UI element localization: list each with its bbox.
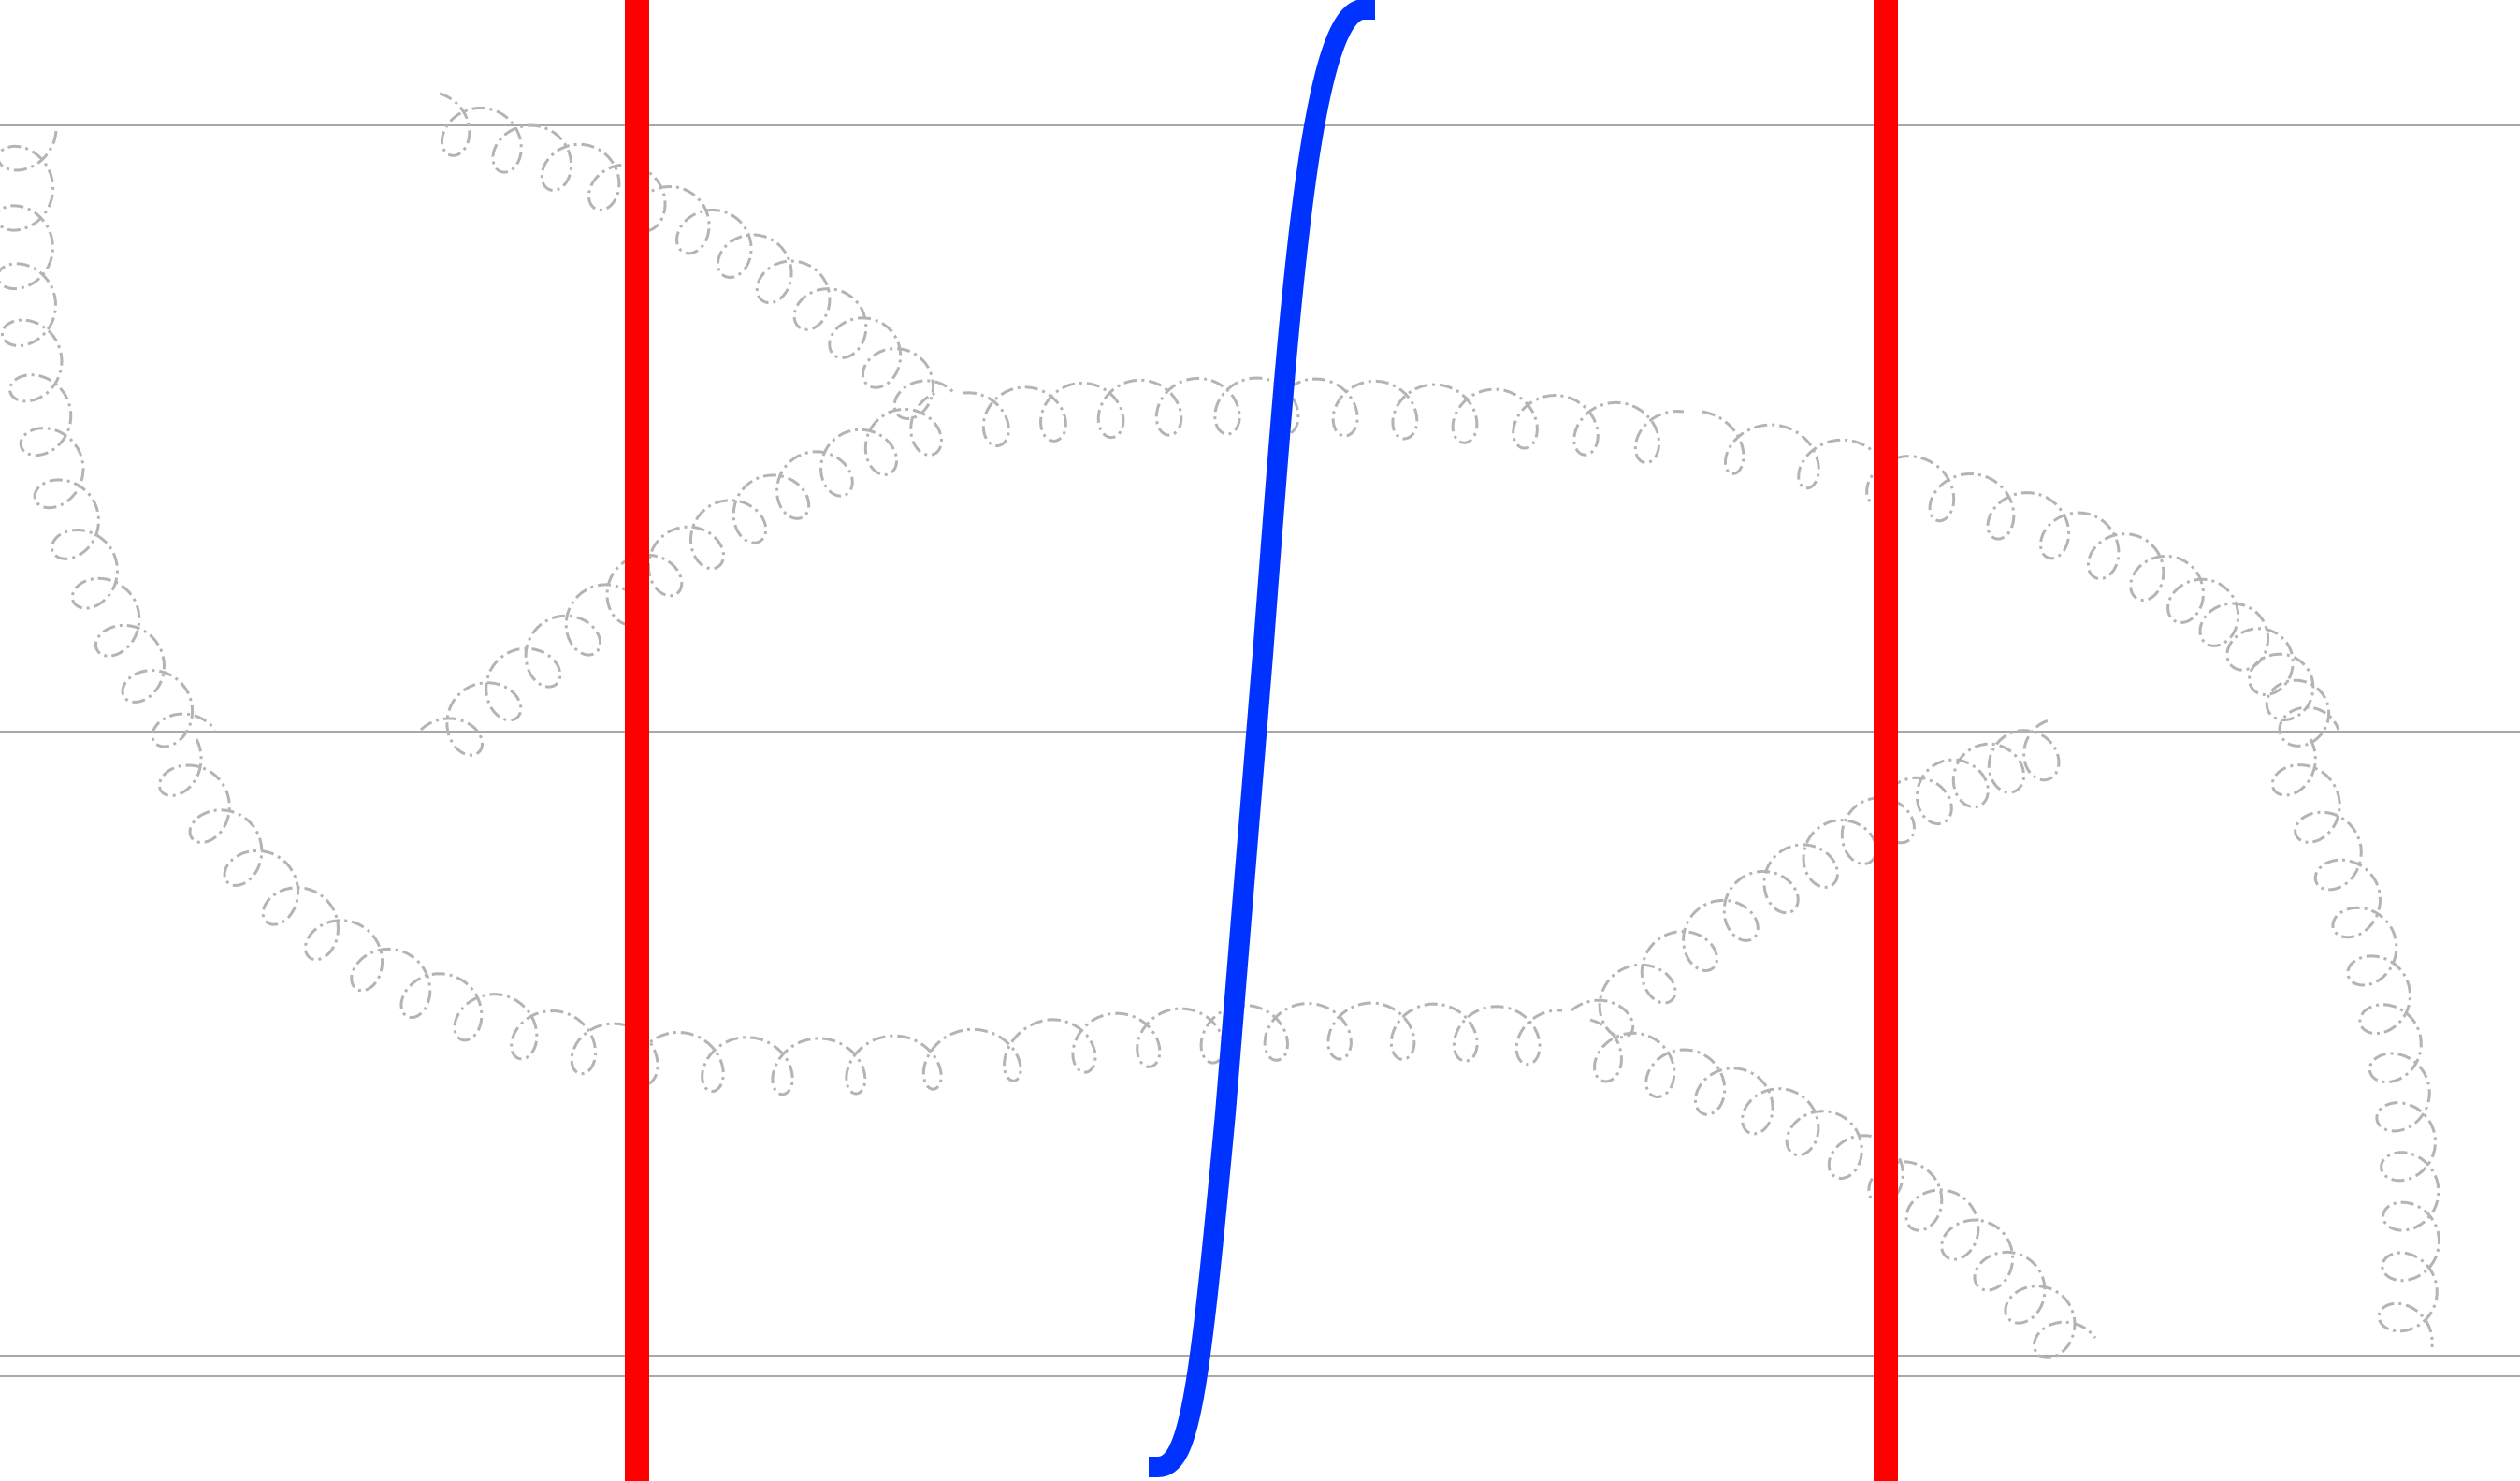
gluon-right-descending: [2270, 738, 2441, 1348]
cut-lines: [625, 0, 1898, 1481]
gluon-top-diagonal: [439, 92, 956, 421]
gluon-left-arc-lower: [157, 738, 1049, 1096]
integral-sign-icon: [1148, 0, 1375, 1477]
gluon-right-rising: [1571, 719, 2061, 1039]
gluon-top-middle: [963, 376, 1685, 465]
gluon-left-rising: [420, 391, 944, 757]
